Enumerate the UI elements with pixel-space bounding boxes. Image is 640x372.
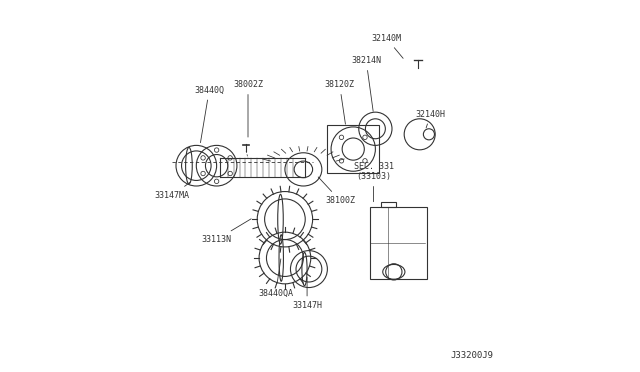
Text: J33200J9: J33200J9: [451, 350, 493, 359]
Text: 32140M: 32140M: [371, 34, 403, 58]
Text: 38100Z: 38100Z: [318, 177, 355, 205]
Text: 33147MA: 33147MA: [155, 182, 190, 200]
Bar: [370, 207, 427, 279]
Text: 38440QA: 38440QA: [258, 259, 293, 298]
Text: 32140H: 32140H: [416, 109, 446, 128]
Text: 38440Q: 38440Q: [194, 86, 224, 142]
Text: 33147H: 33147H: [292, 278, 322, 311]
Text: 38120Z: 38120Z: [324, 80, 355, 124]
Text: SEC. 331
(33103): SEC. 331 (33103): [353, 161, 394, 202]
Text: 38214N: 38214N: [351, 56, 381, 111]
Bar: [381, 202, 396, 207]
Text: 33113N: 33113N: [202, 219, 251, 244]
Text: 38002Z: 38002Z: [233, 80, 263, 137]
